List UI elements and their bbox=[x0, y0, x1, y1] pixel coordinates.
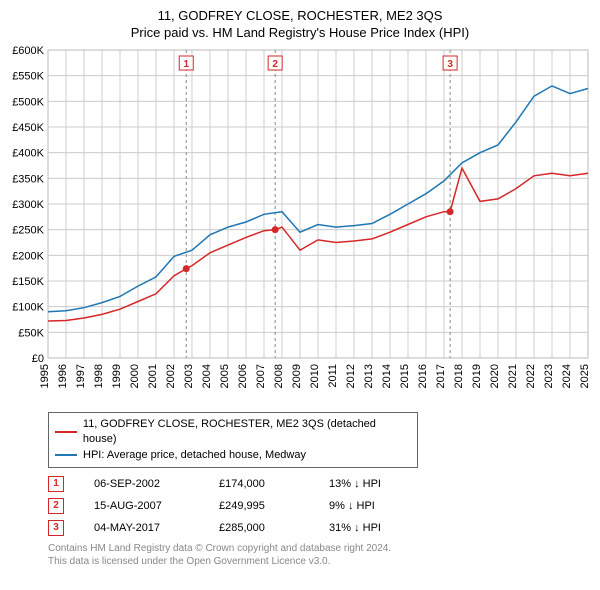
footer: Contains HM Land Registry data © Crown c… bbox=[48, 542, 594, 568]
legend-label: 11, GODFREY CLOSE, ROCHESTER, ME2 3QS (d… bbox=[83, 417, 411, 448]
marker-date: 15-AUG-2007 bbox=[94, 500, 189, 512]
marker-date: 04-MAY-2017 bbox=[94, 522, 189, 534]
svg-text:2019: 2019 bbox=[471, 364, 483, 388]
svg-text:2023: 2023 bbox=[543, 364, 555, 388]
svg-text:£50K: £50K bbox=[18, 327, 44, 339]
svg-text:2014: 2014 bbox=[381, 364, 393, 388]
svg-text:1997: 1997 bbox=[75, 364, 87, 388]
svg-text:£200K: £200K bbox=[12, 250, 44, 262]
legend-item: 11, GODFREY CLOSE, ROCHESTER, ME2 3QS (d… bbox=[55, 417, 411, 448]
marker-badge: 3 bbox=[48, 520, 64, 536]
svg-text:2: 2 bbox=[272, 59, 278, 70]
marker-price: £285,000 bbox=[219, 522, 299, 534]
svg-text:£550K: £550K bbox=[12, 70, 44, 82]
svg-text:£100K: £100K bbox=[12, 301, 44, 313]
svg-text:2016: 2016 bbox=[417, 364, 429, 388]
marker-delta: 9% ↓ HPI bbox=[329, 500, 429, 512]
svg-text:2000: 2000 bbox=[129, 364, 141, 388]
legend: 11, GODFREY CLOSE, ROCHESTER, ME2 3QS (d… bbox=[48, 412, 418, 468]
svg-text:£600K: £600K bbox=[12, 46, 44, 57]
svg-text:1995: 1995 bbox=[39, 364, 51, 388]
svg-text:2001: 2001 bbox=[147, 364, 159, 388]
svg-text:£300K: £300K bbox=[12, 199, 44, 211]
svg-text:2003: 2003 bbox=[183, 364, 195, 388]
svg-text:£0: £0 bbox=[32, 353, 44, 365]
svg-text:2022: 2022 bbox=[525, 364, 537, 388]
marker-badge: 1 bbox=[48, 476, 64, 492]
markers-table: 1 06-SEP-2002 £174,000 13% ↓ HPI 2 15-AU… bbox=[48, 476, 594, 536]
svg-text:2020: 2020 bbox=[489, 364, 501, 388]
svg-text:2024: 2024 bbox=[561, 364, 573, 388]
svg-text:3: 3 bbox=[447, 59, 453, 70]
footer-line2: This data is licensed under the Open Gov… bbox=[48, 555, 594, 568]
marker-row: 1 06-SEP-2002 £174,000 13% ↓ HPI bbox=[48, 476, 594, 492]
marker-date: 06-SEP-2002 bbox=[94, 478, 189, 490]
marker-badge: 2 bbox=[48, 498, 64, 514]
svg-text:£500K: £500K bbox=[12, 96, 44, 108]
svg-text:2009: 2009 bbox=[291, 364, 303, 388]
svg-text:2011: 2011 bbox=[327, 364, 339, 388]
svg-text:£150K: £150K bbox=[12, 276, 44, 288]
marker-row: 3 04-MAY-2017 £285,000 31% ↓ HPI bbox=[48, 520, 594, 536]
svg-text:2015: 2015 bbox=[399, 364, 411, 388]
marker-delta: 13% ↓ HPI bbox=[329, 478, 429, 490]
chart-svg: £0 £50K £100K £150K £200K £250K £300K £350K £400… bbox=[6, 46, 594, 406]
marker-delta: 31% ↓ HPI bbox=[329, 522, 429, 534]
chart-plot: £0 £50K £100K £150K £200K £250K £300K £350K £400… bbox=[6, 46, 594, 406]
svg-text:1999: 1999 bbox=[111, 364, 123, 388]
marker-price: £174,000 bbox=[219, 478, 299, 490]
svg-text:2005: 2005 bbox=[219, 364, 231, 388]
svg-text:2007: 2007 bbox=[255, 364, 267, 388]
chart-container: 11, GODFREY CLOSE, ROCHESTER, ME2 3QS Pr… bbox=[0, 0, 600, 590]
footer-line1: Contains HM Land Registry data © Crown c… bbox=[48, 542, 594, 555]
svg-text:2017: 2017 bbox=[435, 364, 447, 388]
svg-text:1: 1 bbox=[183, 59, 189, 70]
svg-text:£400K: £400K bbox=[12, 147, 44, 159]
svg-text:2002: 2002 bbox=[165, 364, 177, 388]
svg-text:£250K: £250K bbox=[12, 224, 44, 236]
svg-text:2025: 2025 bbox=[579, 364, 591, 388]
legend-swatch bbox=[55, 431, 77, 433]
legend-item: HPI: Average price, detached house, Medw… bbox=[55, 448, 411, 463]
svg-text:1996: 1996 bbox=[57, 364, 69, 388]
legend-swatch bbox=[55, 454, 77, 456]
svg-text:£450K: £450K bbox=[12, 122, 44, 134]
svg-text:2006: 2006 bbox=[237, 364, 249, 388]
svg-text:£350K: £350K bbox=[12, 173, 44, 185]
chart-title-line2: Price paid vs. HM Land Registry's House … bbox=[6, 25, 594, 42]
svg-text:2010: 2010 bbox=[309, 364, 321, 388]
svg-text:2012: 2012 bbox=[345, 364, 357, 388]
svg-text:2004: 2004 bbox=[201, 364, 213, 388]
marker-row: 2 15-AUG-2007 £249,995 9% ↓ HPI bbox=[48, 498, 594, 514]
svg-text:2008: 2008 bbox=[273, 364, 285, 388]
svg-text:2021: 2021 bbox=[507, 364, 519, 388]
marker-price: £249,995 bbox=[219, 500, 299, 512]
svg-text:2018: 2018 bbox=[453, 364, 465, 388]
svg-text:2013: 2013 bbox=[363, 364, 375, 388]
legend-label: HPI: Average price, detached house, Medw… bbox=[83, 448, 306, 463]
chart-title-line1: 11, GODFREY CLOSE, ROCHESTER, ME2 3QS bbox=[6, 8, 594, 25]
svg-text:1998: 1998 bbox=[93, 364, 105, 388]
